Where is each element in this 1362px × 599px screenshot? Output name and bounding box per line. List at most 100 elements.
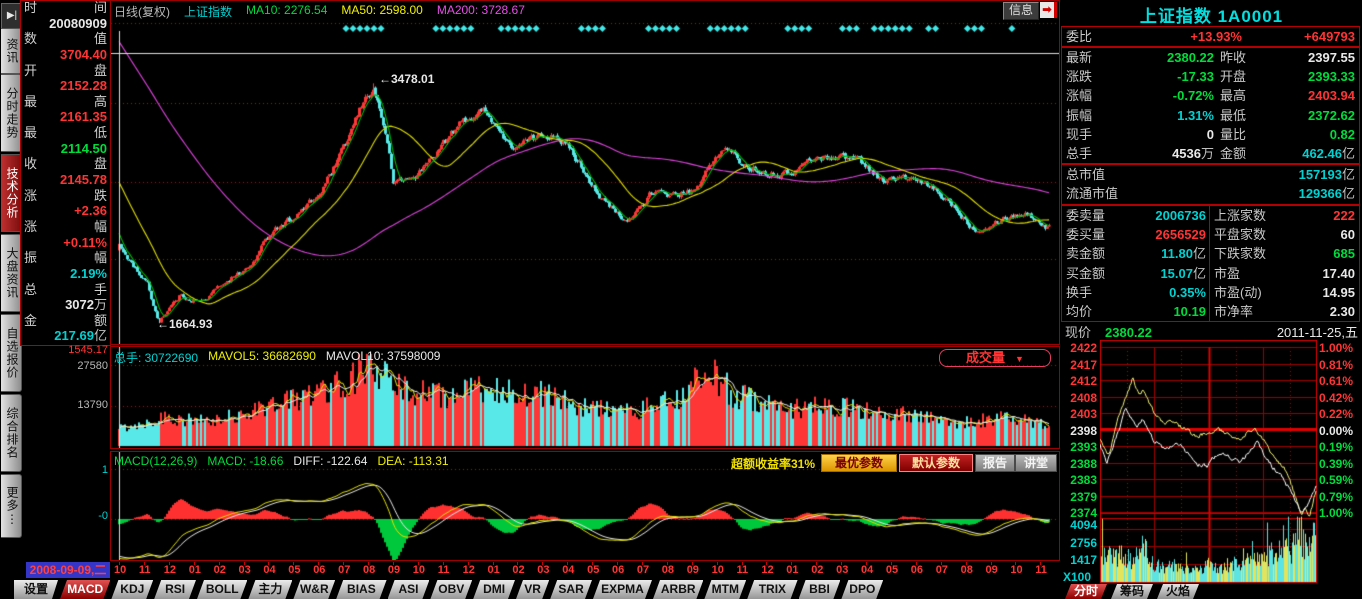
indicator-tab-macd[interactable]: MACD (60, 580, 110, 599)
intraday-pct-label: 1.00% (1319, 506, 1354, 521)
chevron-down-icon: ▼ (1015, 354, 1024, 364)
marketcap-box: 总市值 157193亿 流通市值 129366亿 (1061, 164, 1360, 205)
volume-axis-label-1: 27580 (77, 360, 108, 372)
cursor-field-value: 2.19% (70, 265, 107, 281)
indicator-tab-sar[interactable]: SAR (550, 580, 592, 599)
month-label: 12 (163, 564, 177, 576)
intraday-pct-label: 0.00% (1319, 423, 1354, 438)
current-price-label: 现价 (1065, 325, 1092, 340)
axis-tick (841, 562, 843, 565)
settings-tab[interactable]: 设置 (14, 580, 58, 599)
detail-box: 委卖量 2006736 上涨家数 222 委买量 2656529 平盘家数 60 卖金额 11.8… (1061, 205, 1360, 322)
indicator-tab-dmi[interactable]: DMI (473, 580, 515, 599)
info-button[interactable]: 信息 (1003, 2, 1039, 20)
quote-row: 总市值 157193亿 (1066, 167, 1355, 182)
indicator-tab-w&r[interactable]: W&R (293, 580, 335, 599)
symbol-label[interactable]: 上证指数 (184, 5, 233, 19)
month-label: 08 (960, 564, 973, 576)
indicator-tab-bias[interactable]: BIAS (336, 580, 386, 599)
indicator-tab-expma[interactable]: EXPMA (593, 580, 652, 599)
sidebar-tab-6[interactable]: 更多⋮ (1, 474, 22, 538)
macd-formula: MACD(12,26,9) (114, 454, 198, 468)
volume-total: 总手: 30722690 (114, 351, 199, 365)
axis-tick (193, 562, 195, 565)
sidebar-tab-4[interactable]: 自选报价 (1, 314, 22, 392)
axis-tick (168, 562, 170, 565)
axis-tick (143, 562, 145, 565)
axis-tick (791, 562, 793, 565)
quote-row: 振幅 1.31% 最低 2372.62 (1066, 107, 1355, 123)
month-label: 06 (313, 564, 326, 576)
axis-tick (816, 562, 818, 565)
axis-tick (417, 562, 419, 565)
month-label: 05 (885, 564, 899, 576)
indicator-tab-asi[interactable]: ASI (388, 580, 430, 599)
indicator-tab-boll[interactable]: BOLL (197, 580, 247, 599)
month-label: 02 (213, 564, 226, 576)
axis-tick (741, 562, 743, 565)
macd-header: MACD(12,26,9) MACD: -18.66 DIFF: -122.64… (114, 454, 449, 468)
sidebar-tab-5[interactable]: 综合排名 (1, 394, 22, 472)
axis-tick (766, 562, 768, 565)
intraday-tab-火焰[interactable]: 火焰 (1157, 584, 1199, 599)
month-label: 01 (188, 564, 201, 576)
month-label: 11 (437, 564, 450, 576)
ma200-value: MA200: 3728.67 (436, 3, 525, 17)
report-button[interactable]: 报告 (975, 454, 1015, 472)
sidebar-tab-3[interactable]: 大盘资讯 (1, 234, 22, 312)
month-label: 04 (263, 564, 276, 576)
indicator-tab-kdj[interactable]: KDJ (111, 580, 153, 599)
month-label: 01 (487, 564, 500, 576)
default-params-button[interactable]: 默认参数 (899, 454, 973, 472)
best-params-button[interactable]: 最优参数 (821, 454, 897, 472)
axis-tick (666, 562, 668, 565)
indicator-tab-vr[interactable]: VR (516, 580, 549, 599)
axis-tick (940, 562, 942, 565)
ma10-value: MA10: 2276.54 (246, 3, 328, 17)
volume-pane[interactable]: 总手: 30722690 MAVOL5: 36682690 MAVOL10: 3… (110, 346, 1060, 449)
intraday-tab-分时[interactable]: 分时 (1065, 584, 1107, 599)
intraday-tab-筹码[interactable]: 筹码 (1111, 584, 1153, 599)
intraday-pct-label: 0.59% (1319, 473, 1354, 488)
month-label: 10 (711, 564, 724, 576)
volume-axis-label-2: 13790 (77, 399, 108, 411)
volume-indicator-selector[interactable]: 成交量 ▼ (939, 349, 1051, 367)
main-candlestick-pane[interactable]: 日线(复权) 上证指数 MA10: 2276.54 MA50: 2598.00 … (110, 0, 1060, 345)
indicator-tab-obv[interactable]: OBV (430, 580, 472, 599)
sidebar-tab-2[interactable]: 技术分析 (1, 154, 22, 232)
indicator-tab-trix[interactable]: TRIX (747, 580, 797, 599)
indicator-tab-rsi[interactable]: RSI (154, 580, 196, 599)
red-arrow-icon[interactable]: ➡ (1040, 2, 1057, 18)
sidebar-tab-1[interactable]: 分时走势 (1, 74, 22, 152)
time-axis: 10 11 12 01 02 03 04 05 06 07 08 09 10 11 12 01 02 03 04 05… (110, 562, 1060, 578)
indicator-tab-主力[interactable]: 主力 (248, 580, 292, 599)
indicator-tab-arbr[interactable]: ARBR (653, 580, 703, 599)
sidebar-tab-0[interactable]: 资讯 (1, 28, 22, 74)
cursor-field-value: 3704.40 (60, 46, 107, 62)
main-chart-canvas[interactable] (111, 1, 1059, 344)
lecture-button[interactable]: 讲堂 (1015, 454, 1057, 472)
axis-tick (990, 562, 992, 565)
indicator-tab-dpo[interactable]: DPO (841, 580, 883, 599)
volume-chart-canvas[interactable] (111, 347, 1059, 448)
month-label: 02 (811, 564, 824, 576)
intraday-chart-canvas[interactable] (1100, 340, 1317, 585)
quote-row: 均价 10.19 市净率 2.30 (1066, 304, 1355, 319)
weibi-value: +13.93% (1190, 29, 1242, 44)
cursor-field-value: 2145.78 (60, 171, 107, 187)
period-label[interactable]: 日线(复权) (114, 5, 170, 19)
month-label: 12 (462, 564, 475, 576)
indicator-tab-mtm[interactable]: MTM (704, 580, 746, 599)
peak-annotation: ←3478.01 (379, 72, 435, 86)
cursor-field-row: 数值 3704.40 (24, 31, 107, 62)
quote-row: 流通市值 129366亿 (1066, 186, 1355, 202)
quote-row: 现手 0 量比 0.82 (1066, 126, 1355, 142)
indicator-tab-bbi[interactable]: BBI (799, 580, 841, 599)
macd-pane[interactable]: MACD(12,26,9) MACD: -18.66 DIFF: -122.64… (110, 451, 1060, 561)
month-label: 04 (562, 564, 575, 576)
cursor-field-value: +2.36 (74, 203, 107, 219)
main-axis-min-label: 1545.17 (68, 344, 108, 356)
quote-row: 委买量 2656529 平盘家数 60 (1066, 227, 1355, 243)
cursor-date-box: 2008-09-09,二 (26, 562, 110, 578)
